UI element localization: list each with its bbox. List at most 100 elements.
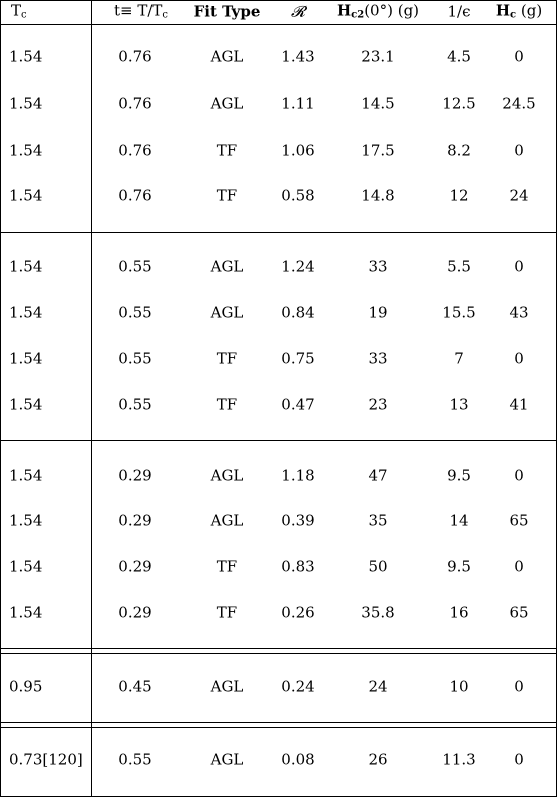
table-cell-fit: AGL: [210, 47, 244, 66]
table-cell-eps: 8.2: [447, 141, 471, 160]
header-hc2: Hc2(0°) (g): [336, 1, 420, 21]
table-cell-tc: 0.95: [9, 677, 43, 696]
table-cell-r: 0.83: [281, 557, 315, 576]
table-cell-fit: TF: [216, 141, 238, 160]
horizontal-rule: [0, 648, 557, 649]
table-cell-t: 0.76: [118, 47, 152, 66]
table-cell-fit: AGL: [210, 677, 244, 696]
table-cell-tc: 1.54: [9, 466, 43, 485]
table-cell-t: 0.29: [118, 557, 152, 576]
table-cell-fit: AGL: [210, 466, 244, 485]
table-cell-hc: 0: [514, 47, 524, 66]
table-cell-hc2: 50: [368, 557, 388, 576]
table-cell-eps: 9.5: [447, 466, 471, 485]
table-cell-hc: 0: [514, 557, 524, 576]
table-cell-t: 0.29: [118, 511, 152, 530]
table-cell-hc: 0: [514, 677, 524, 696]
table-cell-fit: AGL: [210, 94, 244, 113]
table-cell-r: 0.58: [281, 186, 315, 205]
table-cell-r: 0.39: [281, 511, 315, 530]
table-cell-r: 0.75: [281, 349, 315, 368]
table-cell-hc2: 35.8: [361, 603, 395, 622]
table-cell-t: 0.76: [118, 94, 152, 113]
table-cell-hc: 0: [514, 257, 524, 276]
table-cell-eps: 14: [449, 511, 469, 530]
table-cell-hc2: 14.8: [361, 186, 395, 205]
table-cell-fit: TF: [216, 349, 238, 368]
table-cell-t: 0.55: [118, 349, 152, 368]
table-cell-tc: 1.54: [9, 603, 43, 622]
table-cell-tc: 1.54: [9, 303, 43, 322]
table-cell-r: 0.47: [281, 395, 315, 414]
table-cell-hc2: 23: [368, 395, 388, 414]
table-cell-hc: 65: [509, 511, 529, 530]
table-cell-tc: 1.54: [9, 186, 43, 205]
table-cell-r: 1.06: [281, 141, 315, 160]
horizontal-rule: [0, 232, 557, 233]
horizontal-rule: [0, 0, 557, 1]
table-cell-hc2: 35: [368, 511, 388, 530]
table-cell-t: 0.29: [118, 603, 152, 622]
table-cell-tc: 1.54: [9, 47, 43, 66]
table-cell-hc2: 14.5: [361, 94, 395, 113]
table-cell-eps: 9.5: [447, 557, 471, 576]
table-cell-tc: 1.54: [9, 557, 43, 576]
table-cell-hc: 0: [514, 750, 524, 769]
table-cell-t: 0.55: [118, 750, 152, 769]
vertical-rule: [91, 0, 92, 797]
table-cell-hc: 43: [509, 303, 529, 322]
table-cell-fit: TF: [216, 603, 238, 622]
table-cell-tc: 1.54: [9, 94, 43, 113]
table-cell-t: 0.45: [118, 677, 152, 696]
header-r: 𝓡: [290, 2, 306, 21]
table-cell-hc2: 33: [368, 349, 388, 368]
table-cell-hc2: 33: [368, 257, 388, 276]
table-cell-fit: TF: [216, 557, 238, 576]
table-cell-eps: 10: [449, 677, 469, 696]
table-cell-hc2: 26: [368, 750, 388, 769]
table-cell-fit: AGL: [210, 750, 244, 769]
vertical-rule: [0, 0, 1, 797]
table-cell-eps: 15.5: [442, 303, 476, 322]
table-cell-hc2: 24: [368, 677, 388, 696]
table-cell-eps: 13: [449, 395, 469, 414]
header-reduced-temperature: t≡ T/Tc: [113, 1, 169, 21]
table-cell-hc: 41: [509, 395, 529, 414]
table-cell-hc: 0: [514, 466, 524, 485]
horizontal-rule: [0, 727, 557, 728]
table-cell-tc: 1.54: [9, 395, 43, 414]
table-cell-hc: 24: [509, 186, 529, 205]
table-cell-fit: TF: [216, 395, 238, 414]
table-cell-r: 0.24: [281, 677, 315, 696]
table-cell-eps: 12.5: [442, 94, 476, 113]
table-cell-hc: 65: [509, 603, 529, 622]
table-cell-t: 0.76: [118, 141, 152, 160]
horizontal-rule: [0, 722, 557, 723]
table-cell-tc: 1.54: [9, 257, 43, 276]
header-hc: Hc (g): [495, 1, 543, 21]
table-cell-r: 0.26: [281, 603, 315, 622]
table-cell-hc: 24.5: [502, 94, 536, 113]
table-cell-eps: 12: [449, 186, 469, 205]
table-cell-t: 0.55: [118, 395, 152, 414]
table-cell-r: 0.84: [281, 303, 315, 322]
table-cell-eps: 5.5: [447, 257, 471, 276]
table-cell-eps: 4.5: [447, 47, 471, 66]
horizontal-rule: [0, 440, 557, 441]
table-cell-tc: 1.54: [9, 349, 43, 368]
table-cell-tc: 0.73[120]: [9, 750, 83, 769]
header-tc: Tc: [11, 1, 27, 21]
table-cell-t: 0.76: [118, 186, 152, 205]
table-cell-hc2: 19: [368, 303, 388, 322]
table-cell-hc2: 47: [368, 466, 388, 485]
table-cell-eps: 11.3: [442, 750, 476, 769]
header-inverse-epsilon: 1/ϵ: [447, 2, 471, 21]
table-cell-fit: AGL: [210, 257, 244, 276]
table-cell-t: 0.55: [118, 303, 152, 322]
table-cell-r: 1.18: [281, 466, 315, 485]
table-cell-fit: TF: [216, 186, 238, 205]
table-cell-hc: 0: [514, 349, 524, 368]
table-cell-r: 1.24: [281, 257, 315, 276]
table-cell-fit: AGL: [210, 511, 244, 530]
